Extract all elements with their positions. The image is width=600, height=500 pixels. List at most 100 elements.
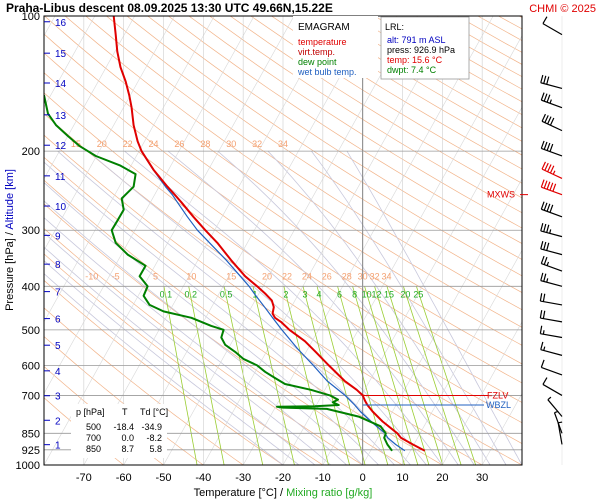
altitude-tick-label: 12 bbox=[55, 141, 67, 152]
theta-label: 10 bbox=[186, 271, 196, 281]
mixing-ratio-label: 20 bbox=[400, 289, 410, 299]
table-row-1-p: 500 bbox=[86, 422, 101, 432]
dry-adiabat bbox=[168, 16, 522, 244]
theta-label: 28 bbox=[342, 271, 352, 281]
wind-barb bbox=[540, 74, 563, 90]
wind-barb-feather bbox=[546, 181, 551, 190]
altitude-tick-label: 1 bbox=[55, 441, 61, 452]
wind-barb-feather bbox=[549, 182, 554, 191]
wind-barb-half-feather bbox=[542, 330, 545, 335]
theta-label: 24 bbox=[149, 139, 159, 149]
altitude-tick-label: 5 bbox=[55, 341, 61, 352]
wind-barb-feather bbox=[539, 325, 543, 334]
wind-barb-staff bbox=[540, 82, 563, 90]
wind-barb-feather bbox=[540, 255, 545, 264]
wind-barb-half-feather bbox=[547, 396, 552, 401]
fzlv-label: FZLV bbox=[487, 390, 508, 400]
wind-barb bbox=[541, 113, 563, 132]
wind-barb bbox=[547, 396, 563, 417]
wind-barb-half-feather bbox=[546, 261, 550, 266]
pressure-tick-label: 200 bbox=[22, 146, 40, 158]
diagonal-guide-line bbox=[123, 16, 374, 465]
diagonal-guide-line bbox=[282, 35, 522, 465]
wind-barb-feather bbox=[541, 113, 546, 122]
wind-barb-half-feather bbox=[549, 229, 552, 234]
mixing-ratio-label: 0.5 bbox=[220, 289, 233, 299]
wind-barb-feather bbox=[546, 76, 550, 85]
pressure-tick-label: 500 bbox=[22, 325, 40, 337]
altitude-tick-label: 3 bbox=[55, 392, 61, 403]
wind-barb-feather bbox=[540, 223, 544, 232]
wind-barb-staff bbox=[541, 208, 563, 218]
theta-label: 32 bbox=[252, 139, 262, 149]
theta-label: 15 bbox=[226, 271, 236, 281]
legend-item-temperature: temperature bbox=[298, 37, 347, 47]
mixing-ratio-line bbox=[386, 286, 444, 465]
pressure-tick-label: 400 bbox=[22, 281, 40, 293]
legend-item-wet-bulb: wet bulb temp. bbox=[297, 67, 357, 77]
mixing-ratio-line bbox=[252, 286, 295, 465]
altitude-tick-label: 6 bbox=[55, 315, 61, 326]
wind-barb-feather bbox=[543, 256, 548, 265]
wind-barb bbox=[540, 140, 563, 157]
theta-label: 20 bbox=[97, 139, 107, 149]
copyright-label: CHMI © 2025 bbox=[529, 3, 596, 15]
diagonal-guide-line bbox=[442, 321, 522, 465]
y-axis-title: Pressure [hPa] / Altitude [km] bbox=[4, 169, 16, 311]
sounding-curves bbox=[44, 16, 426, 452]
wbzl-label: WBZL bbox=[486, 400, 511, 410]
wind-barb-staff bbox=[557, 422, 563, 445]
altitude-tick-label: 8 bbox=[55, 260, 61, 271]
theta-label: 22 bbox=[123, 139, 133, 149]
dry-adiabat bbox=[229, 16, 522, 199]
table-row-2-td: -8.2 bbox=[146, 433, 162, 443]
temperature-tick-label: 20 bbox=[436, 472, 448, 484]
theta-label: 30 bbox=[358, 271, 368, 281]
mixing-ratio-line bbox=[283, 286, 329, 465]
pressure-tick-label: 600 bbox=[22, 360, 40, 372]
temperature-tick-label: -60 bbox=[116, 472, 132, 484]
levels-table: p [hPa] T Td [°C] 500 -18.4 -34.9 700 0.… bbox=[71, 404, 168, 458]
series-line-wet-bulb-temp bbox=[140, 150, 406, 452]
wind-barb-feather bbox=[547, 116, 552, 125]
temperature-tick-label: -40 bbox=[195, 472, 211, 484]
temperature-tick-label: 10 bbox=[396, 472, 408, 484]
lrl-background bbox=[380, 16, 470, 80]
table-row-1-t: -18.4 bbox=[113, 422, 134, 432]
wind-barb-half-feather bbox=[549, 99, 552, 104]
wind-barb bbox=[540, 359, 563, 376]
theta-label: 26 bbox=[174, 139, 184, 149]
dry-adiabat bbox=[209, 16, 522, 214]
pressure-tick-label: 100 bbox=[22, 11, 40, 23]
wind-barb-staff bbox=[541, 366, 563, 376]
mixing-ratio-line bbox=[352, 286, 405, 465]
wind-barb-staff bbox=[547, 399, 563, 417]
altitude-tick-label: 11 bbox=[55, 172, 66, 183]
wind-barb-feather bbox=[540, 140, 545, 149]
wind-barb-feather bbox=[546, 142, 551, 151]
y-axis-label-altitude: Altitude [km] bbox=[4, 169, 16, 230]
mixing-ratio-label: 3 bbox=[303, 289, 308, 299]
wind-barb-feather bbox=[543, 180, 548, 189]
theta-label: 30 bbox=[226, 139, 236, 149]
wind-barb bbox=[539, 310, 563, 323]
wind-barb bbox=[540, 272, 563, 287]
altitude-tick-label: 4 bbox=[55, 367, 61, 378]
dry-adiabat bbox=[126, 16, 522, 277]
legend-heading: EMAGRAM bbox=[298, 22, 350, 33]
wind-barb-staff bbox=[541, 147, 563, 157]
diagonal-guide-line bbox=[242, 16, 494, 465]
wind-barb-feather bbox=[543, 75, 547, 84]
wind-barb-feather bbox=[543, 223, 547, 232]
wind-barb bbox=[540, 241, 563, 256]
dry-adiabat bbox=[188, 16, 522, 229]
mixing-ratio-label: 10 bbox=[362, 289, 372, 299]
legend: EMAGRAM temperature virt.temp. dew point… bbox=[293, 16, 378, 78]
wind-barb-feather bbox=[540, 341, 544, 350]
wind-barb-feather bbox=[542, 293, 546, 302]
wind-barb bbox=[542, 377, 563, 396]
plot-frame bbox=[43, 15, 523, 466]
mixing-ratio-line bbox=[302, 286, 350, 465]
theta-label: -10 bbox=[85, 271, 98, 281]
x-axis-label-mixing: Mixing ratio [g/kg] bbox=[286, 487, 372, 499]
